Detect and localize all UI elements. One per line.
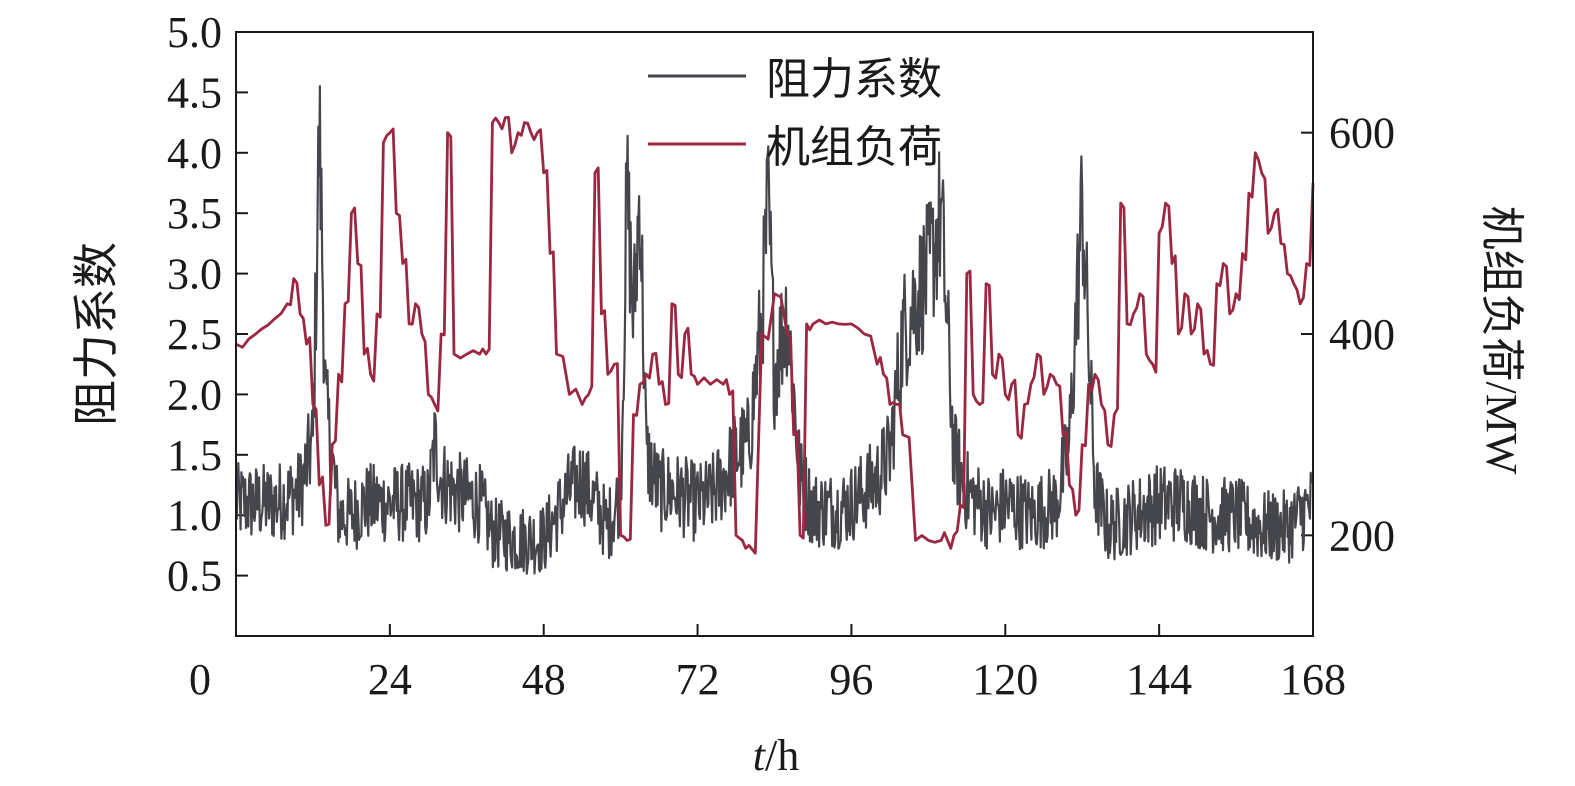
left-tick-label: 1.0	[167, 491, 222, 540]
x-axis-label-variable: t	[753, 731, 767, 780]
legend: 阻力系数 机组负荷	[648, 55, 942, 172]
left-tick-label: 4.5	[167, 68, 222, 117]
x-axis-label: t/h	[753, 731, 799, 780]
x-tick-label: 0	[189, 655, 211, 704]
left-axis-ticks: 0.5 1.0 1.5 2.0 2.5 3.0 3.5 4.0 4.5 5.0	[167, 8, 248, 601]
series-lines	[234, 85, 1315, 575]
unit-load-line	[235, 116, 1315, 555]
left-tick-label: 4.0	[167, 129, 222, 178]
plot-frame	[235, 31, 1314, 637]
x-tick-label: 72	[676, 655, 720, 704]
right-axis-label: 机组负荷/MW	[1477, 206, 1526, 475]
left-tick-label: 5.0	[167, 8, 222, 57]
x-tick-label: 48	[522, 655, 566, 704]
left-tick-label: 3.5	[167, 189, 222, 238]
x-tick-label: 168	[1280, 655, 1346, 704]
right-tick-label: 200	[1329, 511, 1395, 560]
x-tick-label: 96	[829, 655, 873, 704]
left-tick-label: 1.5	[167, 431, 222, 480]
x-tick-label: 144	[1126, 655, 1192, 704]
x-tick-label: 120	[972, 655, 1038, 704]
x-axis-label-unit: /h	[765, 731, 799, 780]
left-axis-label: 阻力系数	[71, 242, 122, 426]
resistance-coefficient-line	[234, 85, 1314, 575]
x-axis-ticks: 0 24 48 72 96 120 144 168	[189, 624, 1346, 704]
left-tick-label: 0.5	[167, 552, 222, 601]
right-tick-label: 400	[1329, 310, 1395, 359]
left-tick-label: 2.5	[167, 310, 222, 359]
right-axis-ticks: 200 400 600	[1301, 109, 1395, 560]
left-tick-label: 3.0	[167, 250, 222, 299]
legend-label-resistance: 阻力系数	[766, 55, 942, 104]
x-tick-label: 24	[368, 655, 412, 704]
right-tick-label: 600	[1329, 109, 1395, 158]
left-tick-label: 2.0	[167, 370, 222, 419]
legend-label-load: 机组负荷	[766, 123, 942, 172]
